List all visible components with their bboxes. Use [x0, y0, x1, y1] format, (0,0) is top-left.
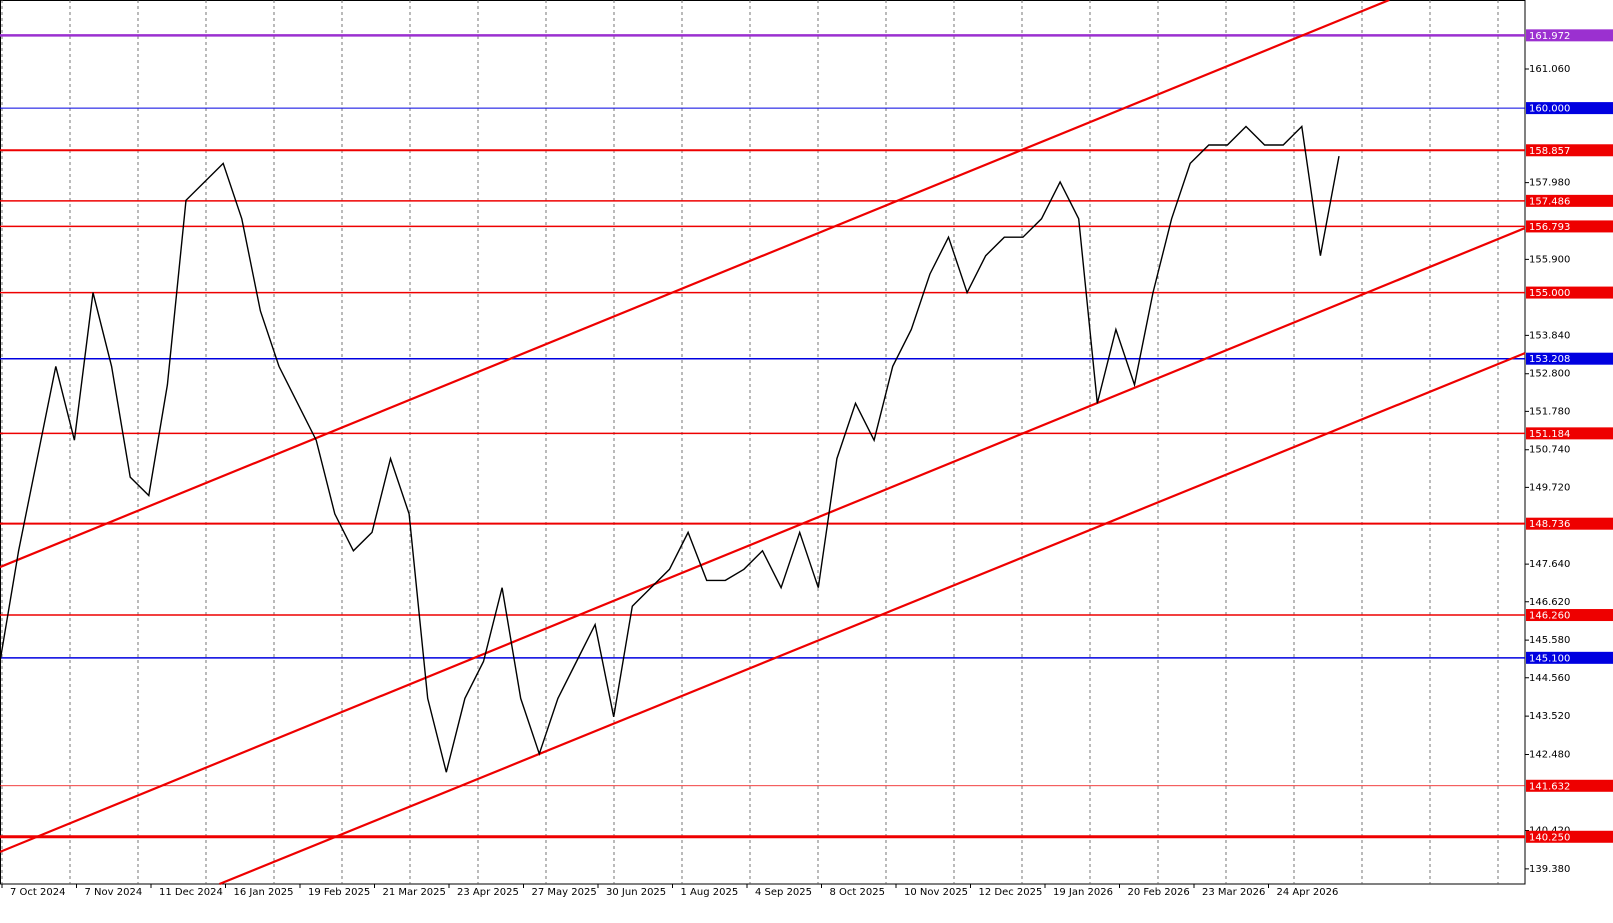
- level-tag: [1526, 144, 1613, 157]
- y-tick-label: 149.720: [1529, 482, 1570, 493]
- y-tick-label: 151.780: [1529, 406, 1570, 417]
- level-tag: [1526, 220, 1613, 233]
- x-tick-label: 19 Jan 2026: [1053, 887, 1113, 898]
- level-tag: [1526, 517, 1613, 530]
- x-tick-label: 21 Mar 2025: [383, 887, 446, 898]
- y-tick-label: 145.580: [1529, 635, 1570, 646]
- x-tick-label: 7 Nov 2024: [85, 887, 143, 898]
- level-tag: [1526, 194, 1613, 207]
- level-label: 151.184: [1529, 429, 1570, 440]
- level-label: 161.972: [1529, 31, 1570, 42]
- x-tick-label: 27 May 2025: [532, 887, 597, 898]
- x-tick-label: 24 Apr 2026: [1277, 887, 1339, 898]
- level-label: 156.793: [1529, 222, 1570, 233]
- level-label: 141.632: [1529, 781, 1570, 792]
- y-tick-label: 157.980: [1529, 178, 1570, 189]
- level-tag: [1526, 609, 1613, 622]
- plot-frame: [0, 0, 1526, 885]
- y-tick-label: 161.060: [1529, 64, 1570, 75]
- trend-line: [219, 352, 1526, 886]
- level-label: 157.486: [1529, 196, 1570, 207]
- level-tag: [1526, 29, 1613, 42]
- level-label: 146.260: [1529, 611, 1570, 622]
- x-tick-label: 23 Apr 2025: [457, 887, 519, 898]
- level-tag: [1526, 352, 1613, 365]
- level-tag: [1526, 830, 1613, 843]
- y-tick-label: 150.740: [1529, 445, 1570, 456]
- level-label: 153.208: [1529, 354, 1570, 365]
- level-label: 145.100: [1529, 653, 1570, 664]
- y-tick-label: 146.620: [1529, 597, 1570, 608]
- level-tag: [1526, 651, 1613, 664]
- y-tick-label: 155.900: [1529, 254, 1570, 265]
- level-label: 158.857: [1529, 146, 1570, 157]
- x-tick-label: 10 Nov 2025: [904, 887, 968, 898]
- level-tag: [1526, 286, 1613, 299]
- x-tick-label: 7 Oct 2024: [10, 887, 65, 898]
- x-tick-label: 11 Dec 2024: [159, 887, 223, 898]
- x-tick-label: 30 Jun 2025: [606, 887, 666, 898]
- level-label: 160.000: [1529, 104, 1570, 115]
- y-tick-label: 147.640: [1529, 559, 1570, 570]
- y-tick-label: 139.380: [1529, 864, 1570, 875]
- y-tick-label: 152.800: [1529, 369, 1570, 380]
- level-label: 140.250: [1529, 832, 1570, 843]
- level-tag: [1526, 102, 1613, 115]
- x-tick-label: 23 Mar 2026: [1202, 887, 1265, 898]
- level-tag: [1526, 779, 1613, 792]
- x-tick-label: 16 Jan 2025: [234, 887, 294, 898]
- y-tick-label: 142.480: [1529, 749, 1570, 760]
- y-tick-label: 144.560: [1529, 673, 1570, 684]
- x-tick-label: 4 Sep 2025: [755, 887, 812, 898]
- x-tick-label: 12 Dec 2025: [979, 887, 1043, 898]
- level-tag: [1526, 427, 1613, 440]
- x-tick-label: 19 Feb 2025: [308, 887, 370, 898]
- level-label: 148.736: [1529, 519, 1570, 530]
- trend-line: [0, 0, 1390, 569]
- trend-line: [0, 226, 1526, 853]
- x-tick-label: 1 Aug 2025: [681, 887, 739, 898]
- price-line: [0, 125, 1340, 773]
- x-tick-label: 8 Oct 2025: [830, 887, 885, 898]
- y-tick-label: 143.520: [1529, 711, 1570, 722]
- y-tick-label: 153.840: [1529, 330, 1570, 341]
- x-tick-label: 20 Feb 2026: [1128, 887, 1190, 898]
- level-label: 155.000: [1529, 288, 1570, 299]
